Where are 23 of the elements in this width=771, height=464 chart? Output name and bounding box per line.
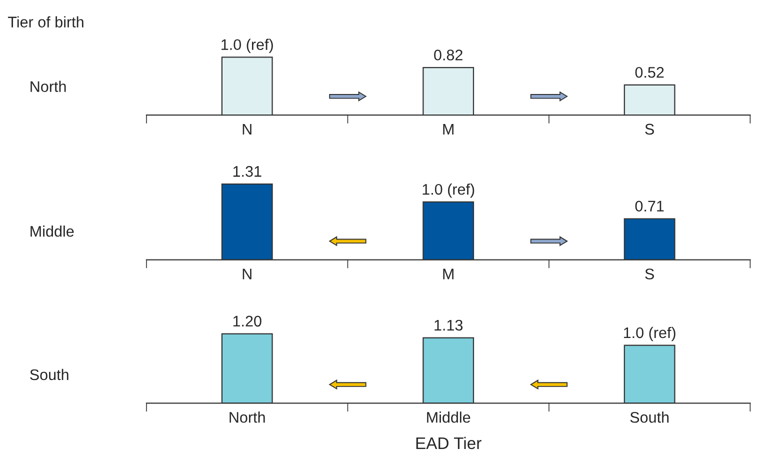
x-tick-label: North <box>230 412 265 423</box>
x-tick-label: N <box>242 268 252 280</box>
data-label: 1.0 (ref) <box>624 326 676 342</box>
data-label: 1.0 (ref) <box>422 184 474 198</box>
x-tick-label: M <box>443 124 454 134</box>
y-axis-title: North <box>30 80 66 92</box>
y-axis-title: South <box>30 368 68 380</box>
data-label: 1.13 <box>434 320 463 331</box>
data-label: 0.52 <box>635 66 664 78</box>
x-tick-label: S <box>645 268 654 280</box>
x-tick-label: M <box>443 268 454 280</box>
data-label: 0.82 <box>434 50 462 60</box>
data-label: 0.71 <box>635 200 664 212</box>
x-tick-label: N <box>242 124 252 134</box>
data-label: 1.31 <box>233 166 262 177</box>
x-tick-label: Middle <box>427 412 470 423</box>
x-tick-label: S <box>645 124 654 135</box>
data-label: 1.20 <box>233 316 262 327</box>
x-tick-label: South <box>630 412 669 423</box>
x-axis-title: EAD Tier <box>416 436 482 450</box>
data-label: 1.0 (ref) <box>222 38 273 54</box>
chart-title: Tier of birth <box>8 16 84 28</box>
y-axis-title: Middle <box>30 226 74 237</box>
